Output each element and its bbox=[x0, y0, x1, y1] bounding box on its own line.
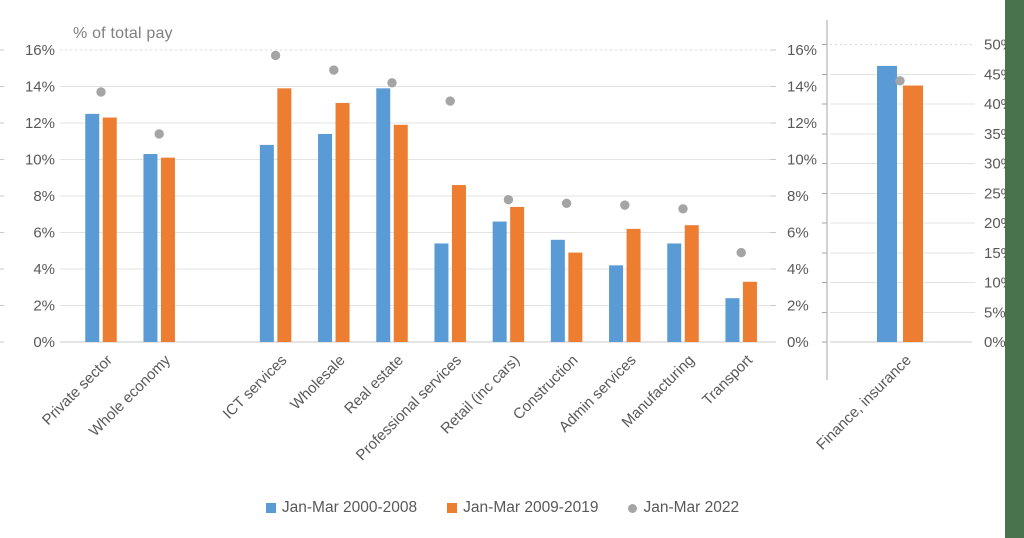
x-axis-label-professional-services: Professional services bbox=[353, 352, 465, 464]
legend-orange-square-icon bbox=[447, 503, 458, 513]
bar-transport-2009-2019 bbox=[742, 281, 757, 342]
page-background-strip bbox=[1005, 0, 1024, 538]
bar-real-estate-2009-2019 bbox=[393, 124, 408, 342]
y-axis-dup-tick-label-16: 16% bbox=[787, 42, 817, 59]
dot-professional-services-2022 bbox=[445, 96, 455, 106]
y2-axis-tick-label-0: 0% bbox=[984, 334, 1006, 351]
y-axis-tick-label-6: 6% bbox=[33, 225, 55, 242]
legend-label-2022: Jan-Mar 2022 bbox=[643, 499, 740, 516]
bar-manufacturing-2000-2008 bbox=[667, 243, 682, 342]
y-axis-tick-label-10: 10% bbox=[25, 152, 55, 169]
bar-real-estate-2000-2008 bbox=[376, 88, 391, 342]
y-axis-dup-tick-label-8: 8% bbox=[787, 188, 809, 205]
bar-finance-insurance-2009-2019 bbox=[903, 85, 923, 343]
bar-professional-services-2000-2008 bbox=[434, 243, 449, 342]
legend-item-jan-mar-2009-2019: Jan-Mar 2009-2019 bbox=[447, 499, 598, 517]
dot-private-sector-2022 bbox=[96, 87, 106, 97]
y-axis-dup-tick-label-6: 6% bbox=[787, 225, 809, 242]
y-axis-dup-tick-label-14: 14% bbox=[787, 79, 817, 96]
y-axis-dup-tick-label-10: 10% bbox=[787, 152, 817, 169]
bar-transport-2000-2008 bbox=[725, 298, 740, 342]
bar-wholesale-2009-2019 bbox=[335, 102, 350, 342]
bar-retail-inc-cars-2000-2008 bbox=[492, 221, 507, 342]
bar-finance-insurance-2000-2008 bbox=[877, 65, 897, 343]
bar-admin-services-2000-2008 bbox=[609, 265, 624, 342]
bar-manufacturing-2009-2019 bbox=[684, 225, 699, 342]
y-axis-tick-label-0: 0% bbox=[33, 334, 55, 351]
bar-whole-economy-2000-2008 bbox=[143, 154, 158, 342]
legend-label-2000-2008: Jan-Mar 2000-2008 bbox=[281, 499, 418, 516]
x-axis-label-ict-services: ICT services bbox=[220, 352, 291, 423]
y-axis-dup-tick-label-4: 4% bbox=[787, 261, 809, 278]
y-axis-dup-tick-label-12: 12% bbox=[787, 115, 817, 132]
bar-construction-2009-2019 bbox=[568, 252, 583, 342]
x-axis-label-finance-insurance: Finance, insurance bbox=[813, 352, 915, 454]
dot-retail-inc-cars-2022 bbox=[503, 194, 514, 205]
y-axis-tick-label-8: 8% bbox=[33, 188, 55, 205]
dot-real-estate-2022 bbox=[387, 78, 397, 88]
x-axis-label-transport: Transport bbox=[699, 351, 757, 409]
legend-blue-square-icon bbox=[265, 503, 276, 513]
y-axis-tick-label-16: 16% bbox=[25, 42, 55, 59]
dot-construction-2022 bbox=[561, 198, 572, 208]
y-axis-tick-label-4: 4% bbox=[33, 261, 55, 278]
dot-admin-services-2022 bbox=[620, 200, 630, 210]
dot-finance-insurance-2022 bbox=[895, 76, 905, 86]
dot-wholesale-2022 bbox=[329, 65, 339, 75]
chart-title: % of total pay bbox=[73, 25, 173, 42]
bar-ict-services-2009-2019 bbox=[277, 88, 292, 342]
y-axis-tick-label-2: 2% bbox=[33, 298, 55, 315]
bar-private-sector-2009-2019 bbox=[102, 117, 117, 343]
chart-legend: Jan-Mar 2000-2008 Jan-Mar 2009-2019 Jan-… bbox=[0, 499, 1005, 517]
y-axis-tick-label-14: 14% bbox=[25, 79, 55, 96]
dot-ict-services-2022 bbox=[270, 50, 281, 61]
legend-gray-circle-icon bbox=[628, 503, 638, 513]
legend-item-jan-mar-2022: Jan-Mar 2022 bbox=[628, 499, 739, 517]
dot-manufacturing-2022 bbox=[678, 204, 688, 214]
legend-item-jan-mar-2000-2008: Jan-Mar 2000-2008 bbox=[265, 499, 418, 517]
bar-ict-services-2000-2008 bbox=[259, 144, 274, 342]
bar-retail-inc-cars-2009-2019 bbox=[510, 206, 525, 342]
y-axis-dup-tick-label-0: 0% bbox=[787, 334, 809, 351]
dot-whole-economy-2022 bbox=[154, 129, 164, 139]
bar-private-sector-2000-2008 bbox=[85, 113, 100, 342]
bar-whole-economy-2009-2019 bbox=[160, 157, 175, 342]
y-axis-dup-tick-label-2: 2% bbox=[787, 298, 809, 315]
x-axis-label-wholesale: Wholesale bbox=[287, 352, 349, 414]
y-axis-tick-label-12: 12% bbox=[25, 115, 55, 132]
dot-transport-2022 bbox=[736, 247, 746, 258]
legend-label-2009-2019: Jan-Mar 2009-2019 bbox=[463, 499, 599, 516]
bar-wholesale-2000-2008 bbox=[318, 133, 333, 342]
y2-axis-tick-label-5: 5% bbox=[984, 304, 1006, 321]
bar-professional-services-2009-2019 bbox=[451, 185, 466, 342]
bar-construction-2000-2008 bbox=[550, 239, 565, 342]
bar-admin-services-2009-2019 bbox=[626, 228, 641, 342]
